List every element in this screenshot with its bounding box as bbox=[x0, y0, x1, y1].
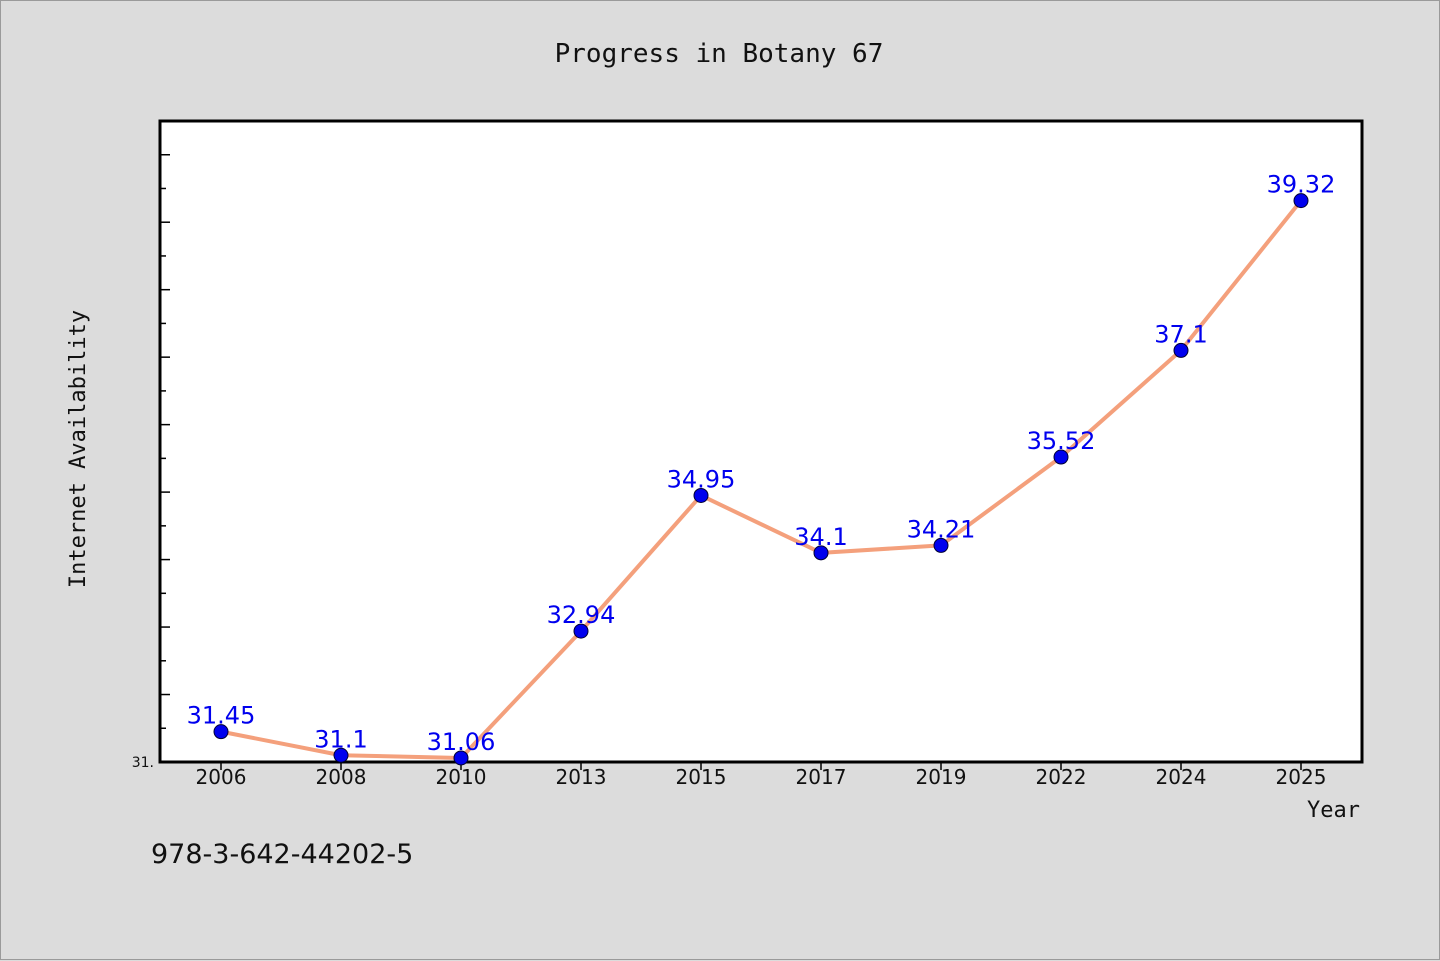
x-tick-label: 2022 bbox=[1036, 765, 1087, 789]
data-point bbox=[333, 747, 349, 763]
data-label: 35.52 bbox=[1027, 427, 1096, 455]
chart-title: Progress in Botany 67 bbox=[555, 39, 884, 69]
data-point bbox=[573, 623, 589, 639]
y-axis-ticks bbox=[160, 153, 170, 763]
data-point bbox=[693, 487, 709, 503]
x-tick-label: 2008 bbox=[316, 765, 367, 789]
series-group: 31.45 31.1 31.06 32.94 34.95 34.1 34.21 35.52 37… bbox=[187, 171, 1336, 766]
data-label: 39.32 bbox=[1267, 171, 1336, 199]
x-tick-label: 2006 bbox=[196, 765, 247, 789]
data-label: 34.21 bbox=[907, 515, 976, 543]
data-label: 34.1 bbox=[794, 523, 847, 551]
data-point bbox=[933, 537, 949, 553]
data-point bbox=[1053, 449, 1069, 465]
data-point bbox=[1293, 193, 1309, 209]
x-tick-label: 2015 bbox=[676, 765, 727, 789]
x-tick-label: 2013 bbox=[556, 765, 607, 789]
x-tick-label: 2025 bbox=[1276, 765, 1327, 789]
y-axis-label: Internet Availability bbox=[66, 310, 91, 588]
plot-area bbox=[158, 119, 1364, 764]
data-label: 32.94 bbox=[547, 601, 616, 629]
data-point bbox=[813, 545, 829, 561]
x-tick-label: 2017 bbox=[796, 765, 847, 789]
isbn-text: 978-3-642-44202-5 bbox=[151, 839, 413, 870]
x-tick-label: 2010 bbox=[436, 765, 487, 789]
data-point bbox=[453, 750, 469, 766]
data-label: 37.1 bbox=[1154, 320, 1207, 348]
y-tick-label: 31. bbox=[132, 755, 154, 771]
x-tick-label: 2024 bbox=[1156, 765, 1207, 789]
x-axis-ticks: 2006 2008 2010 2013 2015 2017 2019 2022 2024 2025 bbox=[196, 762, 1327, 789]
x-tick-label: 2019 bbox=[916, 765, 967, 789]
x-axis-label: Year bbox=[1307, 798, 1360, 823]
data-label: 31.45 bbox=[187, 702, 256, 730]
data-label: 31.06 bbox=[427, 728, 496, 756]
data-point bbox=[1173, 342, 1189, 358]
data-label: 31.1 bbox=[314, 725, 367, 753]
data-point bbox=[213, 724, 229, 740]
data-label: 34.95 bbox=[667, 465, 736, 493]
series-line bbox=[219, 198, 1303, 760]
